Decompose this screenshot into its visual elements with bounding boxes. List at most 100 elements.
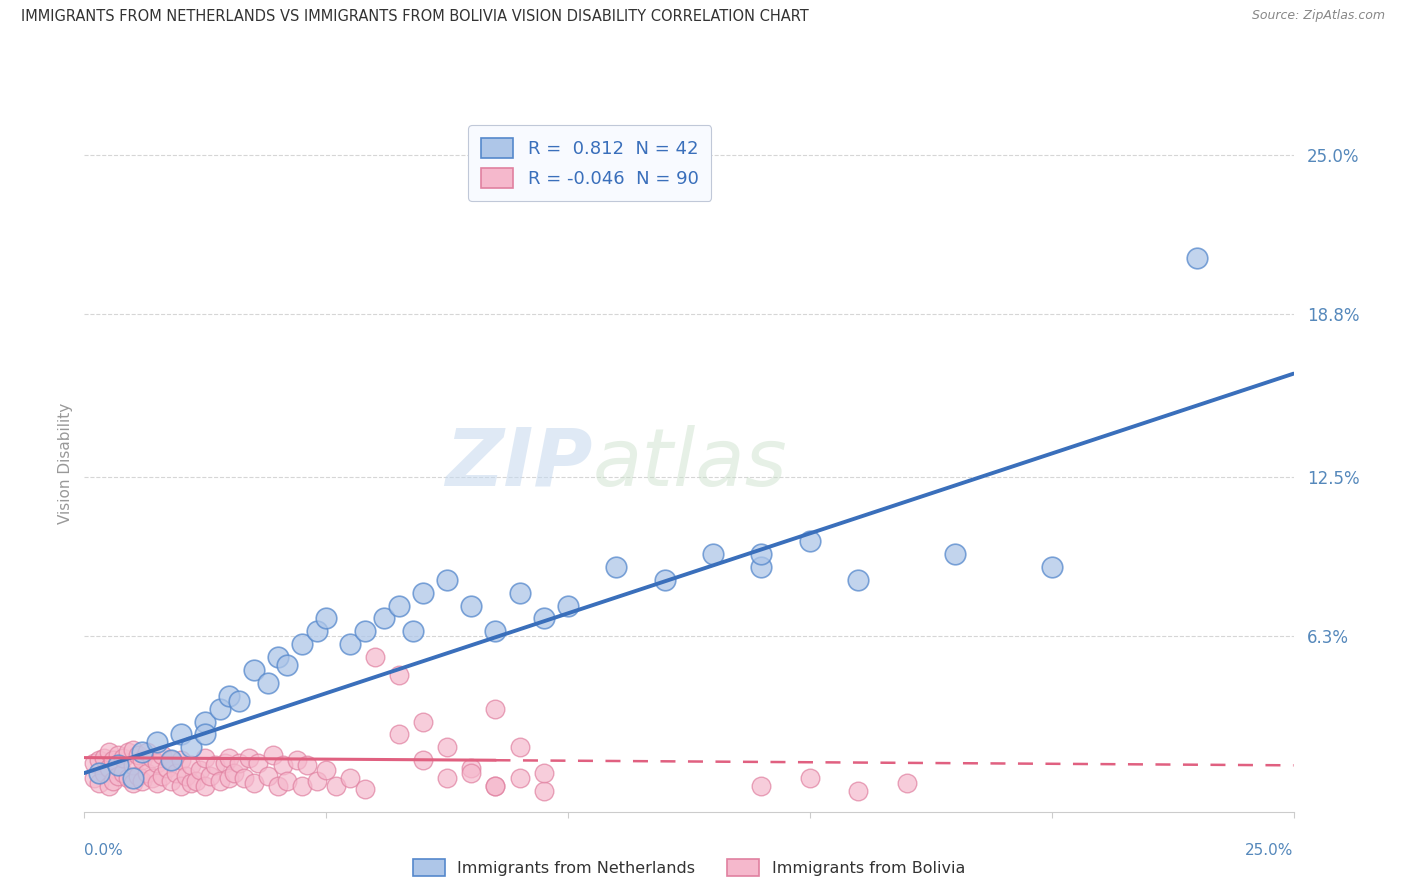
Point	[228, 756, 250, 770]
Point	[103, 753, 125, 767]
Point	[127, 769, 149, 783]
Point	[170, 753, 193, 767]
Point	[509, 740, 531, 755]
Point	[218, 771, 240, 785]
Y-axis label: Vision Disability: Vision Disability	[58, 403, 73, 524]
Point	[533, 611, 555, 625]
Point	[484, 701, 506, 715]
Point	[257, 676, 280, 690]
Point	[83, 756, 105, 770]
Point	[174, 769, 197, 783]
Point	[267, 650, 290, 665]
Point	[484, 624, 506, 639]
Point	[121, 771, 143, 785]
Point	[1040, 560, 1063, 574]
Point	[315, 611, 337, 625]
Point	[112, 766, 135, 780]
Point	[354, 781, 377, 796]
Point	[160, 753, 183, 767]
Point	[131, 753, 153, 767]
Point	[141, 750, 163, 764]
Point	[228, 694, 250, 708]
Point	[97, 746, 120, 760]
Point	[83, 771, 105, 785]
Point	[262, 747, 284, 762]
Legend: Immigrants from Netherlands, Immigrants from Bolivia: Immigrants from Netherlands, Immigrants …	[405, 852, 973, 884]
Point	[190, 764, 212, 778]
Point	[93, 750, 115, 764]
Point	[402, 624, 425, 639]
Point	[436, 771, 458, 785]
Point	[354, 624, 377, 639]
Text: atlas: atlas	[592, 425, 787, 503]
Point	[373, 611, 395, 625]
Point	[339, 771, 361, 785]
Point	[799, 771, 821, 785]
Point	[97, 779, 120, 793]
Point	[131, 746, 153, 760]
Point	[325, 779, 347, 793]
Point	[436, 740, 458, 755]
Point	[233, 771, 256, 785]
Point	[315, 764, 337, 778]
Point	[436, 573, 458, 587]
Point	[184, 773, 207, 788]
Point	[214, 756, 236, 770]
Point	[170, 779, 193, 793]
Point	[846, 573, 869, 587]
Point	[97, 761, 120, 775]
Point	[1185, 251, 1208, 265]
Point	[509, 585, 531, 599]
Point	[484, 779, 506, 793]
Point	[218, 750, 240, 764]
Point	[291, 637, 314, 651]
Point	[533, 766, 555, 780]
Point	[339, 637, 361, 651]
Point	[291, 779, 314, 793]
Point	[146, 776, 169, 790]
Point	[943, 547, 966, 561]
Point	[242, 663, 264, 677]
Point	[150, 747, 173, 762]
Point	[276, 773, 298, 788]
Point	[194, 714, 217, 729]
Point	[208, 701, 231, 715]
Point	[247, 756, 270, 770]
Point	[295, 758, 318, 772]
Point	[484, 779, 506, 793]
Point	[87, 753, 110, 767]
Point	[412, 585, 434, 599]
Point	[103, 773, 125, 788]
Point	[271, 758, 294, 772]
Point	[751, 547, 773, 561]
Point	[533, 784, 555, 798]
Point	[141, 771, 163, 785]
Point	[87, 766, 110, 780]
Text: IMMIGRANTS FROM NETHERLANDS VS IMMIGRANTS FROM BOLIVIA VISION DISABILITY CORRELA: IMMIGRANTS FROM NETHERLANDS VS IMMIGRANT…	[21, 9, 808, 24]
Point	[194, 779, 217, 793]
Point	[654, 573, 676, 587]
Point	[117, 771, 139, 785]
Text: 0.0%: 0.0%	[84, 843, 124, 858]
Point	[388, 668, 411, 682]
Point	[751, 779, 773, 793]
Point	[121, 743, 143, 757]
Point	[198, 769, 221, 783]
Point	[267, 779, 290, 793]
Point	[846, 784, 869, 798]
Point	[117, 746, 139, 760]
Point	[388, 727, 411, 741]
Point	[238, 750, 260, 764]
Point	[702, 547, 724, 561]
Point	[305, 773, 328, 788]
Point	[93, 766, 115, 780]
Point	[136, 766, 159, 780]
Point	[136, 746, 159, 760]
Point	[194, 727, 217, 741]
Point	[276, 657, 298, 672]
Point	[305, 624, 328, 639]
Point	[170, 727, 193, 741]
Point	[160, 753, 183, 767]
Point	[204, 758, 226, 772]
Point	[363, 650, 385, 665]
